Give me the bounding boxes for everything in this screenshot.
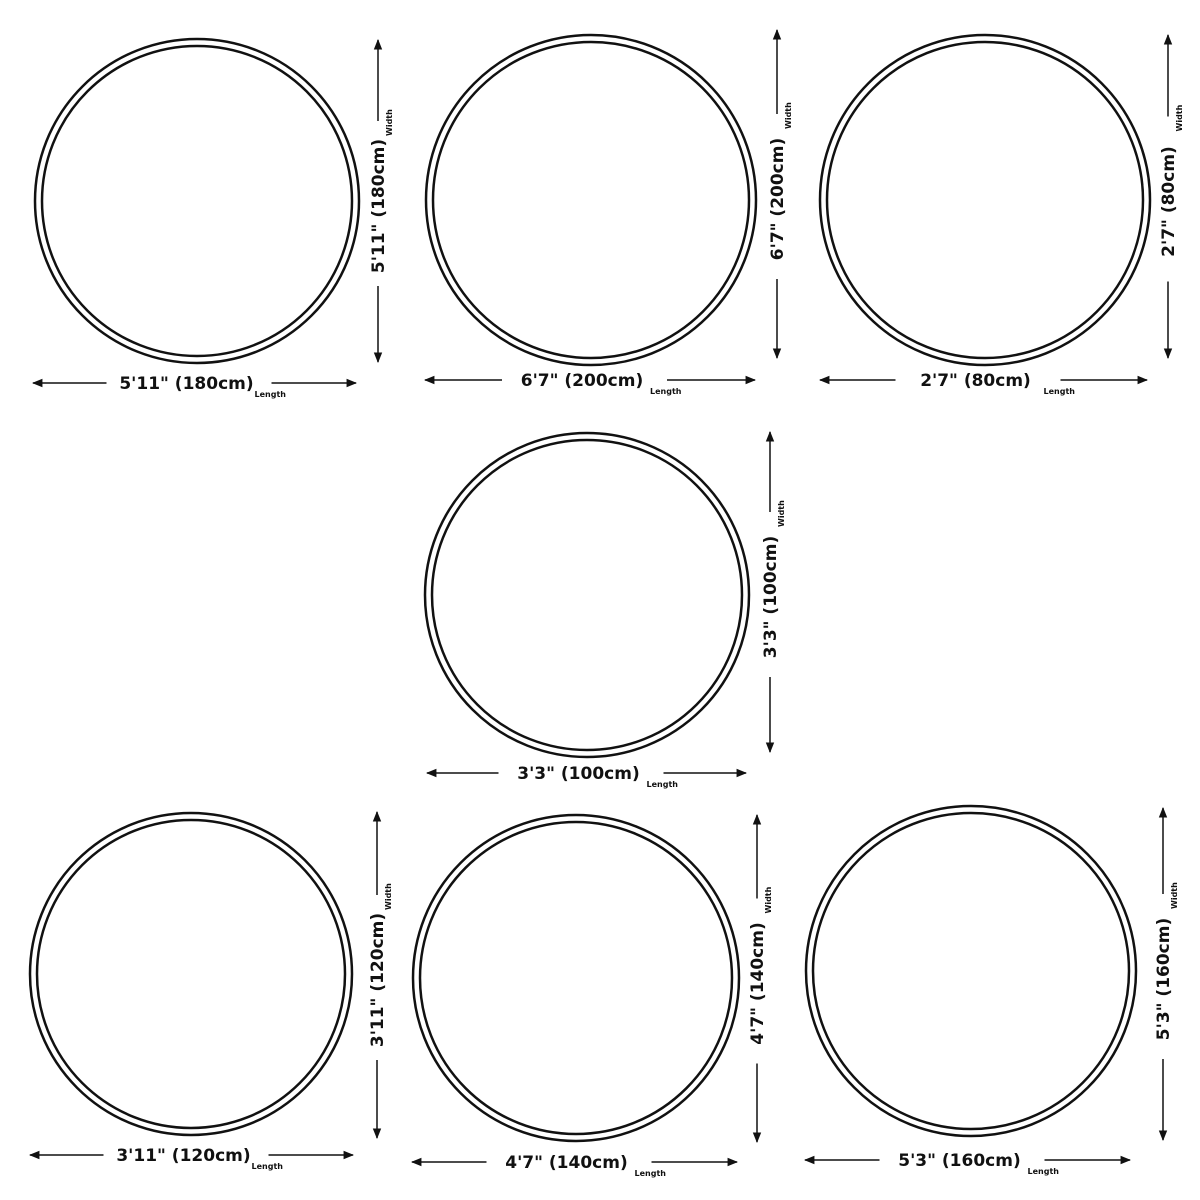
width-caption: Width bbox=[1175, 104, 1184, 131]
width-caption: Width bbox=[784, 102, 793, 129]
width-caption: Width bbox=[384, 883, 393, 910]
length-value: 2'7" (80cm) bbox=[920, 371, 1031, 391]
length-caption: Length bbox=[252, 1162, 284, 1171]
length-value: 6'7" (200cm) bbox=[521, 371, 643, 391]
width-value: 6'7" (200cm) bbox=[768, 138, 788, 260]
width-caption: Width bbox=[385, 109, 394, 136]
rug-inner-outline bbox=[431, 40, 751, 360]
rug-outer-outline bbox=[33, 37, 361, 365]
width-value: 2'7" (80cm) bbox=[1159, 146, 1179, 257]
length-value: 3'11" (120cm) bbox=[116, 1146, 250, 1166]
rug-outer-outline bbox=[411, 813, 741, 1143]
length-caption: Length bbox=[1044, 387, 1076, 396]
length-caption: Length bbox=[1028, 1167, 1060, 1176]
length-caption: Length bbox=[635, 1169, 667, 1178]
rug-outer-outline bbox=[28, 811, 354, 1137]
rug-panel: 3'3" (100cm) Length 3'3" (100cm) Width bbox=[423, 430, 786, 789]
rug-panel: 6'7" (200cm) Length 6'7" (200cm) Width bbox=[423, 28, 793, 396]
rug-inner-outline bbox=[825, 40, 1145, 360]
width-caption: Width bbox=[1170, 882, 1179, 909]
rug-inner-outline bbox=[35, 818, 347, 1130]
width-value: 5'3" (160cm) bbox=[1154, 918, 1174, 1040]
rug-outer-outline bbox=[424, 33, 758, 367]
width-caption: Width bbox=[764, 886, 773, 913]
width-caption: Width bbox=[777, 500, 786, 527]
length-caption: Length bbox=[650, 387, 682, 396]
length-caption: Length bbox=[255, 390, 287, 399]
length-value: 4'7" (140cm) bbox=[505, 1153, 627, 1173]
rug-panel: 2'7" (80cm) Length 2'7" (80cm) Width bbox=[818, 33, 1184, 396]
length-value: 5'11" (180cm) bbox=[119, 374, 253, 394]
width-value: 3'11" (120cm) bbox=[368, 913, 388, 1047]
rug-outer-outline bbox=[818, 33, 1152, 367]
rug-outer-outline bbox=[423, 431, 751, 759]
width-value: 3'3" (100cm) bbox=[761, 536, 781, 658]
length-value: 5'3" (160cm) bbox=[898, 1151, 1020, 1171]
rug-inner-outline bbox=[811, 811, 1131, 1131]
length-value: 3'3" (100cm) bbox=[517, 764, 639, 784]
rug-inner-outline bbox=[40, 44, 354, 358]
rug-inner-outline bbox=[418, 820, 734, 1136]
rug-inner-outline bbox=[430, 438, 744, 752]
length-caption: Length bbox=[647, 780, 679, 789]
width-value: 5'11" (180cm) bbox=[369, 139, 389, 273]
rug-panel: 4'7" (140cm) Length 4'7" (140cm) Width bbox=[410, 813, 773, 1178]
rug-outer-outline bbox=[804, 804, 1138, 1138]
width-value: 4'7" (140cm) bbox=[748, 922, 768, 1044]
rug-panel: 5'3" (160cm) Length 5'3" (160cm) Width bbox=[803, 804, 1179, 1176]
